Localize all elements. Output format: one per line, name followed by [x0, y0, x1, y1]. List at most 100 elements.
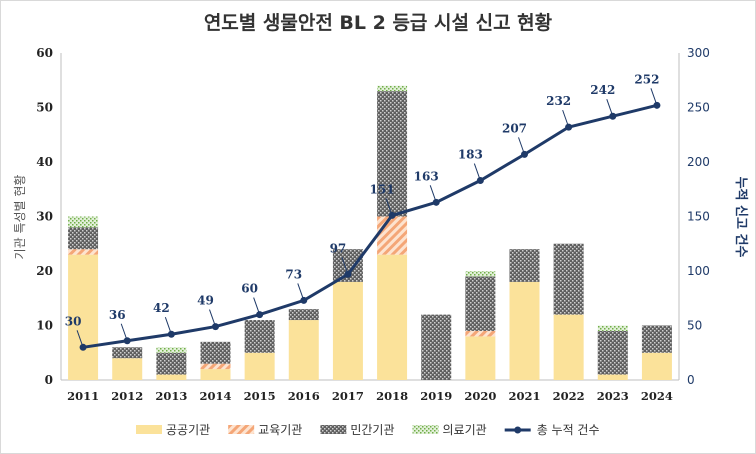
x-tick-label: 2017 — [332, 389, 364, 403]
x-tick-label: 2016 — [288, 389, 320, 403]
data-label-leader — [429, 185, 437, 203]
data-label-leader — [562, 109, 570, 128]
data-label-leader — [518, 137, 525, 155]
bar-segment — [288, 309, 319, 321]
bar-segment — [68, 249, 99, 255]
bar-segment — [200, 363, 231, 370]
y2-tick-label: 100 — [687, 264, 710, 278]
bar-segment — [465, 276, 496, 331]
legend-swatch — [320, 425, 347, 434]
line-point — [123, 337, 131, 345]
data-label-leader — [385, 198, 393, 216]
bar-segment — [156, 352, 187, 375]
y2-tick-label: 250 — [687, 101, 710, 115]
data-label: 242 — [590, 83, 615, 97]
bar-segment — [112, 358, 143, 380]
data-label-leader — [76, 330, 84, 348]
data-label: 207 — [502, 121, 527, 135]
y-axis-label: 기관 특성별 현황 — [13, 175, 27, 260]
bar-segment — [332, 281, 363, 380]
x-tick-label: 2018 — [376, 389, 408, 403]
legend: 공공기관 교육기관 민간기관 의료기관 총 누적 건수 — [136, 423, 600, 437]
data-label: 36 — [109, 308, 126, 322]
data-label: 73 — [285, 267, 302, 281]
bar-segment — [597, 374, 628, 380]
x-tick-label: 2019 — [420, 389, 452, 403]
y2-tick-label: 200 — [687, 155, 710, 169]
data-label-leader — [209, 309, 216, 327]
y-tick-label: 60 — [36, 46, 53, 60]
bar-segment — [156, 347, 187, 353]
bar-segment — [112, 347, 143, 359]
data-label-leader — [253, 297, 261, 315]
legend-label: 의료기관 — [443, 423, 487, 437]
data-label: 60 — [241, 282, 258, 296]
data-label: 30 — [65, 314, 82, 328]
data-label: 151 — [370, 182, 395, 196]
data-label-leader — [650, 88, 658, 106]
legend-label: 공공기관 — [166, 423, 210, 437]
legend-swatch — [228, 425, 255, 434]
y2-axis-label: 누적 신고 건수 — [733, 177, 749, 258]
bar-segment — [553, 314, 584, 380]
legend-swatch — [136, 425, 162, 434]
data-label-leader — [120, 323, 128, 341]
x-tick-label: 2024 — [641, 389, 673, 403]
bar-segment — [68, 254, 99, 380]
x-tick-label: 2013 — [155, 389, 187, 403]
data-label-leader — [606, 99, 614, 117]
data-label: 97 — [330, 241, 347, 255]
bar-segment — [509, 281, 540, 380]
bar-segment — [597, 330, 628, 375]
y2-tick-label: 0 — [687, 373, 695, 387]
bar-segment — [465, 330, 496, 337]
y2-tick-label: 50 — [687, 319, 702, 333]
legend-label: 총 누적 건수 — [537, 423, 600, 437]
data-label-leader — [473, 163, 481, 181]
bar-segment — [553, 243, 584, 315]
x-tick-label: 2014 — [199, 389, 231, 403]
bar-segment — [244, 352, 275, 380]
bar-segment — [377, 254, 408, 380]
data-label: 42 — [153, 301, 170, 315]
x-tick-label: 2021 — [508, 389, 540, 403]
plot-area: 0 10 20 30 40 50 60 0 50 100 150 200 250 300 2011 2012 2… — [36, 46, 710, 403]
bar-segment — [244, 320, 275, 353]
bar-segment — [200, 341, 231, 364]
data-label-leader — [341, 257, 349, 275]
x-tick-label: 2023 — [597, 389, 629, 403]
bar-segment — [597, 325, 628, 331]
bar-segment — [377, 91, 408, 217]
bar-segment — [68, 227, 99, 250]
y-tick-label: 30 — [36, 210, 53, 224]
bar-segment — [641, 325, 672, 353]
legend-swatch — [412, 425, 439, 434]
bar-segment — [465, 336, 496, 380]
x-tick-label: 2012 — [111, 389, 143, 403]
legend-marker — [514, 426, 522, 434]
bar-segment — [156, 374, 187, 380]
y-tick-label: 10 — [36, 319, 53, 333]
x-tick-label: 2022 — [553, 389, 585, 403]
bar-segment — [509, 249, 540, 282]
legend-label: 교육기관 — [258, 423, 302, 437]
y-tick-label: 50 — [36, 101, 53, 115]
y-tick-label: 20 — [36, 264, 53, 278]
bar-segment — [68, 216, 99, 228]
data-label-leader — [164, 317, 172, 335]
data-label: 163 — [414, 169, 439, 183]
bar-segment — [377, 85, 408, 92]
bar-segment — [641, 352, 672, 380]
data-label: 49 — [197, 294, 214, 308]
chart-title: 연도별 생물안전 BL 2 등급 시설 신고 현황 — [204, 11, 553, 34]
bar-segment — [421, 314, 452, 380]
x-tick-label: 2011 — [67, 389, 99, 403]
bar-segment — [288, 320, 319, 380]
x-tick-label: 2020 — [464, 389, 496, 403]
y-tick-label: 40 — [36, 155, 53, 169]
y-tick-label: 0 — [45, 373, 53, 387]
data-label-leader — [297, 283, 305, 301]
bar-segment — [465, 271, 496, 277]
line-series — [82, 103, 658, 349]
bar-segment — [200, 369, 231, 380]
